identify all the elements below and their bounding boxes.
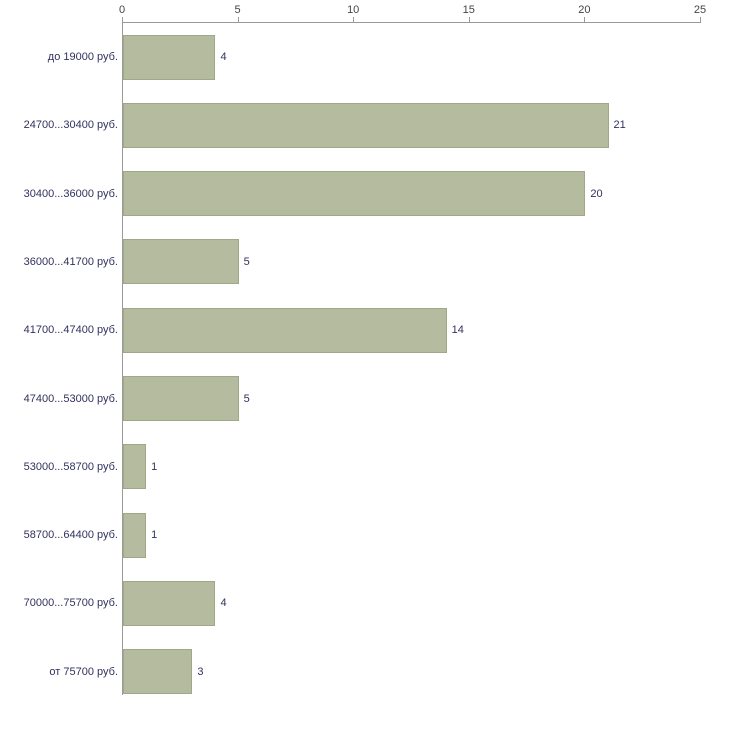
bar <box>123 376 239 421</box>
value-label: 1 <box>151 529 158 542</box>
bar <box>123 102 609 148</box>
bar <box>123 34 216 80</box>
category-label: от 75700 руб. <box>49 665 118 678</box>
category-label: до 19000 руб. <box>47 51 118 63</box>
x-axis-tick <box>584 17 586 22</box>
category-label: 41700...47400 руб. <box>23 324 118 337</box>
bar <box>123 580 216 626</box>
category-label: 47400...53000 руб. <box>23 392 118 405</box>
category-label: 36000...41700 руб. <box>23 255 118 268</box>
x-axis-tick-label: 25 <box>693 4 707 16</box>
x-axis-tick <box>468 17 470 22</box>
x-axis-tick <box>237 17 239 22</box>
bar <box>123 444 147 490</box>
x-axis-tick-label: 20 <box>578 4 591 16</box>
bar <box>123 239 239 285</box>
bar <box>123 512 147 558</box>
value-label: 20 <box>590 187 603 200</box>
value-label: 3 <box>197 665 204 678</box>
x-axis-tick-label: 0 <box>118 4 126 16</box>
value-label: 21 <box>613 119 626 132</box>
x-axis-tick-label: 5 <box>234 4 241 16</box>
category-label: 53000...58700 руб. <box>23 460 118 473</box>
y-axis-line <box>122 22 123 695</box>
x-axis-tick-label: 10 <box>347 4 360 16</box>
category-label: 24700...30400 руб. <box>23 119 118 132</box>
bar <box>123 171 586 217</box>
value-label: 4 <box>220 51 227 63</box>
value-label: 14 <box>451 324 464 337</box>
category-label: 30400...36000 руб. <box>23 187 118 200</box>
value-label: 5 <box>243 255 250 268</box>
value-label: 5 <box>243 392 250 405</box>
category-label: 58700...64400 руб. <box>23 529 118 542</box>
x-axis-tick <box>353 17 355 22</box>
bar <box>123 307 447 353</box>
value-label: 4 <box>220 597 227 610</box>
bar <box>123 649 193 695</box>
x-axis-tick <box>122 17 123 22</box>
value-label: 1 <box>151 460 158 473</box>
x-axis-line <box>122 22 701 23</box>
x-axis-tick <box>700 17 701 22</box>
x-axis-tick-label: 15 <box>462 4 475 16</box>
category-label: 70000...75700 руб. <box>23 597 118 610</box>
